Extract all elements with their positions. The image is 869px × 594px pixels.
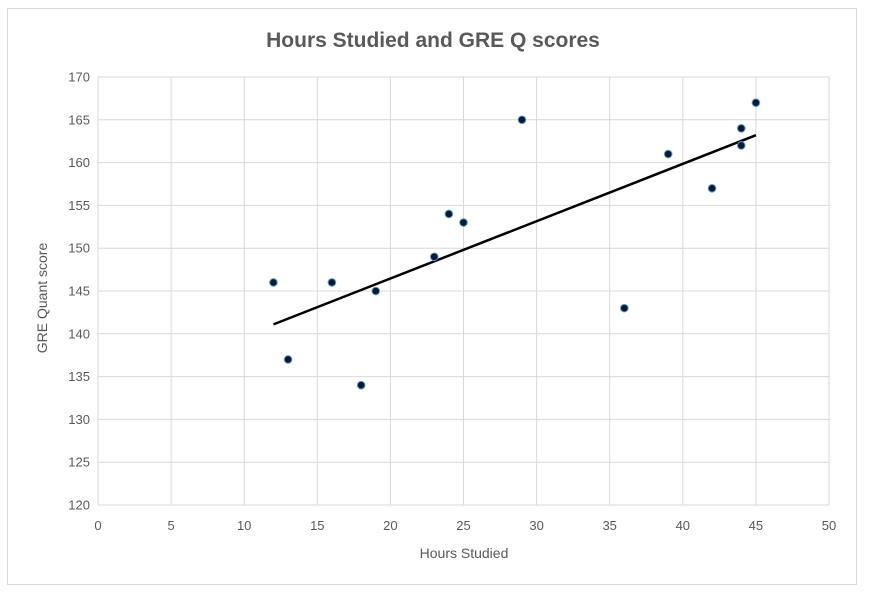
- y-tick-label: 145: [68, 284, 90, 299]
- data-point: [444, 209, 454, 219]
- gridlines: [97, 76, 830, 506]
- data-point: [517, 115, 527, 125]
- x-axis-title: Hours Studied: [420, 545, 509, 561]
- data-point: [620, 303, 629, 313]
- data-point: [736, 124, 746, 133]
- x-tick-label: 45: [749, 518, 763, 533]
- y-axis-tick-labels: 120 125 130 135 140 145 150 155 160 165 170: [68, 70, 90, 513]
- x-tick-label: 50: [822, 518, 836, 533]
- y-tick-label: 155: [68, 198, 90, 213]
- x-tick-label: 35: [602, 518, 616, 533]
- chart-title: Hours Studied and GRE Q scores: [266, 29, 600, 52]
- y-tick-label: 125: [68, 455, 90, 470]
- scatter-chart: Hours Studied and GRE Q scores 120 125 130…: [34, 29, 836, 561]
- y-tick-label: 170: [68, 70, 90, 85]
- y-tick-label: 140: [68, 326, 90, 341]
- y-tick-label: 135: [68, 369, 90, 384]
- data-point: [269, 278, 278, 287]
- data-point: [371, 286, 381, 296]
- data-point: [751, 98, 761, 107]
- data-point: [283, 355, 293, 364]
- y-tick-label: 160: [68, 155, 90, 170]
- data-point: [459, 218, 468, 227]
- x-tick-label: 25: [456, 518, 470, 533]
- data-point: [327, 278, 337, 287]
- chart-area: Hours Studied and GRE Q scores 120 125 130…: [7, 8, 857, 585]
- x-tick-label: 30: [529, 518, 543, 533]
- data-point: [707, 183, 717, 193]
- data-points: [269, 98, 761, 390]
- x-axis-tick-labels: 0 5 10 15 20 25 30 35 40 45 50: [94, 518, 836, 533]
- x-tick-label: 40: [676, 518, 690, 533]
- y-axis-title: GRE Quant score: [34, 243, 50, 354]
- x-tick-label: 0: [94, 518, 101, 533]
- y-tick-label: 120: [68, 498, 90, 513]
- x-tick-label: 20: [383, 518, 397, 533]
- y-tick-label: 150: [68, 241, 90, 256]
- trendline-group: [272, 134, 757, 326]
- trendline: [272, 134, 757, 326]
- x-tick-label: 15: [310, 518, 324, 533]
- data-point: [736, 141, 746, 150]
- data-point: [356, 380, 366, 390]
- data-point: [429, 252, 439, 262]
- x-tick-label: 10: [237, 518, 251, 533]
- x-tick-label: 5: [167, 518, 174, 533]
- data-point: [663, 149, 673, 159]
- y-tick-label: 165: [68, 112, 90, 127]
- y-tick-label: 130: [68, 412, 90, 427]
